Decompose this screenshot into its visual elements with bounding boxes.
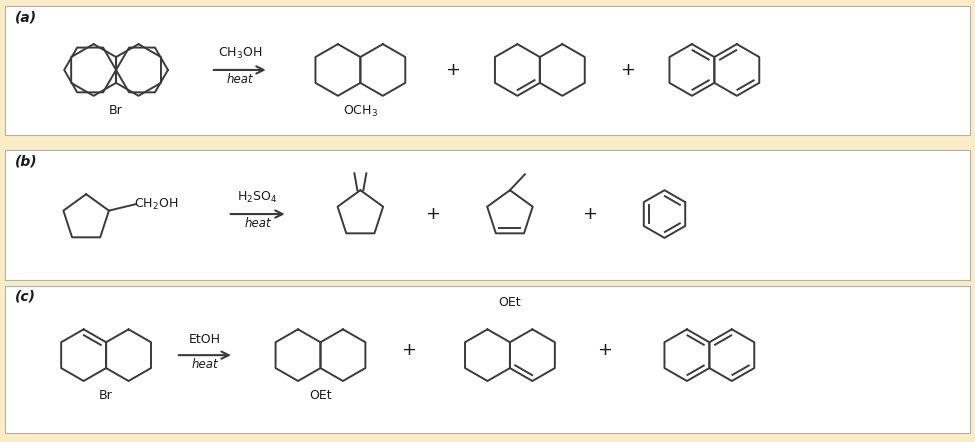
Text: (b): (b) xyxy=(16,154,38,168)
Text: CH$_2$OH: CH$_2$OH xyxy=(134,197,178,212)
Text: OEt: OEt xyxy=(498,297,522,309)
Text: Br: Br xyxy=(99,389,113,402)
Text: heat: heat xyxy=(245,217,271,230)
Text: +: + xyxy=(597,341,612,359)
Text: +: + xyxy=(620,61,635,79)
FancyBboxPatch shape xyxy=(6,6,969,134)
Text: +: + xyxy=(401,341,415,359)
Text: EtOH: EtOH xyxy=(189,333,220,346)
FancyBboxPatch shape xyxy=(6,150,969,280)
Text: +: + xyxy=(425,205,440,223)
Text: OCH$_3$: OCH$_3$ xyxy=(343,104,378,119)
Text: +: + xyxy=(446,61,460,79)
FancyBboxPatch shape xyxy=(6,286,969,433)
Text: +: + xyxy=(582,205,598,223)
Text: heat: heat xyxy=(226,73,254,86)
Text: heat: heat xyxy=(191,358,218,371)
Text: (c): (c) xyxy=(16,290,36,304)
Text: H$_2$SO$_4$: H$_2$SO$_4$ xyxy=(238,190,278,205)
Text: Br: Br xyxy=(109,104,123,117)
Text: (a): (a) xyxy=(16,10,37,24)
Text: OEt: OEt xyxy=(309,389,332,402)
Text: CH$_3$OH: CH$_3$OH xyxy=(217,46,262,61)
